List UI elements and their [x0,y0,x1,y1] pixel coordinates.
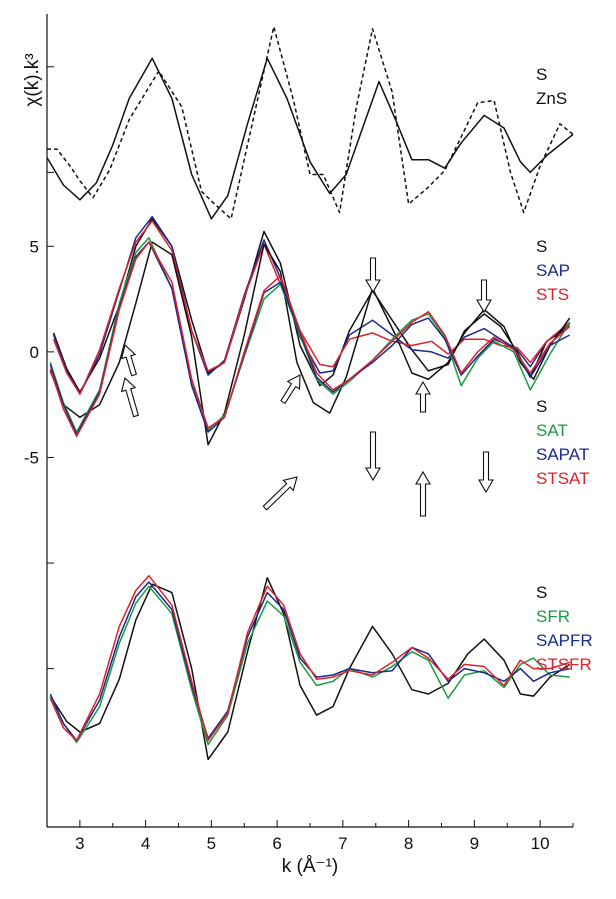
annotation-arrow [120,376,140,418]
legend-entry: S [536,397,547,416]
annotation-arrow [415,470,431,517]
y-tick-label: 0 [30,343,39,362]
legend-entry: SAP [536,261,570,280]
annotation-arrow [415,380,431,413]
y-tick-label: 5 [30,237,39,256]
legend-entry: S [536,237,547,256]
series-line-s [49,577,571,761]
annotation-arrow [478,451,494,494]
legend-entry: ZnS [536,89,567,108]
series-line-sat [49,237,571,433]
x-tick-label: 5 [207,834,216,853]
annotation-arrow [365,431,381,482]
annotation-arrows [120,257,494,517]
axis-ticks: 3 4 5 6 7 8 9 10 5 0 -5 [24,66,574,853]
annotation-arrow [262,476,298,511]
x-tick-label: 9 [470,834,479,853]
legend-entry: SAPAT [536,445,589,464]
legend-entry: SFR [536,607,570,626]
series-line-sfr [49,585,570,746]
series-line-sts [52,220,571,395]
annotation-arrow [476,279,492,314]
x-tick-label: 3 [75,834,84,853]
x-tick-label: 4 [141,834,150,853]
legend-entry: S [536,65,547,84]
legend-entry: SAT [536,421,568,440]
axes [46,14,573,828]
annotation-arrow [120,343,138,377]
annotation-arrow [365,257,381,294]
legend-entry: S [536,583,547,602]
legend-entry: STS [536,285,569,304]
legend-entry: STSAT [536,469,590,488]
series-lines [46,25,574,761]
x-tick-label: 10 [531,834,550,853]
series-line-s [46,57,574,220]
legend-entry: SAPFR [536,631,593,650]
x-axis-label: k (Å⁻¹) [282,856,338,877]
series-line-zns [47,25,574,220]
series-line-stsat [49,241,571,438]
series-line-s [49,241,571,446]
y-tick-label: -5 [24,448,39,467]
y-axis-label: χ(k).k³ [22,53,43,106]
legend-entry: STSFR [536,655,592,674]
x-tick-label: 6 [272,834,281,853]
series-line-s [52,218,571,393]
legend: S ZnS S SAP STS S SAT SAPAT STSAT S SFR SAPFR STSFR [536,65,593,674]
x-tick-label: 7 [338,834,347,853]
x-tick-label: 8 [404,834,413,853]
series-line-stsfr [49,574,570,742]
annotation-arrow [280,374,301,405]
